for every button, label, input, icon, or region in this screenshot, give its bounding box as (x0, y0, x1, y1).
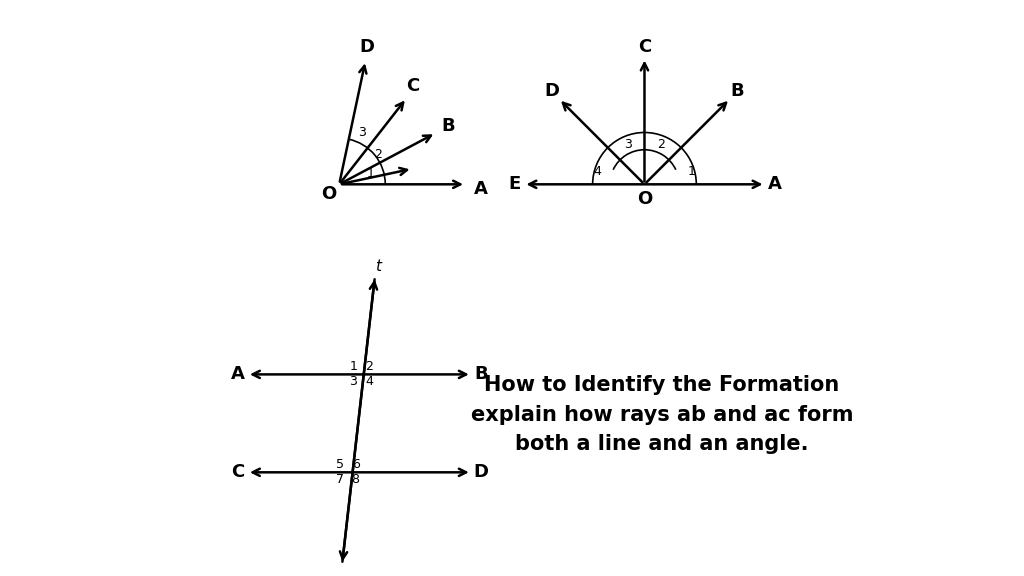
Text: 5: 5 (336, 458, 344, 471)
Text: 8: 8 (351, 473, 359, 486)
Text: D: D (473, 463, 488, 482)
Text: 6: 6 (351, 458, 359, 471)
Text: A: A (230, 365, 245, 384)
Text: 1: 1 (367, 168, 375, 180)
Text: D: D (544, 82, 559, 100)
Text: 1: 1 (349, 361, 357, 373)
Text: A: A (768, 175, 781, 194)
Text: 4: 4 (365, 376, 373, 388)
Text: C: C (231, 463, 245, 482)
Text: t: t (376, 259, 381, 274)
Text: 3: 3 (625, 138, 632, 150)
Text: 3: 3 (358, 126, 367, 139)
Text: A: A (474, 180, 487, 198)
Text: 7: 7 (336, 473, 344, 486)
Text: E: E (508, 175, 520, 194)
Text: B: B (730, 82, 744, 100)
Text: How to Identify the Formation
explain how rays ab and ac form
both a line and an: How to Identify the Formation explain ho… (470, 375, 853, 454)
Text: O: O (637, 190, 652, 209)
Text: D: D (359, 38, 374, 56)
Text: C: C (638, 38, 651, 56)
Text: 4: 4 (593, 165, 601, 178)
Text: B: B (441, 117, 455, 135)
Text: 1: 1 (688, 165, 695, 178)
Text: 3: 3 (349, 376, 357, 388)
Text: O: O (322, 184, 337, 203)
Text: C: C (407, 77, 420, 96)
Text: 2: 2 (375, 148, 382, 161)
Text: 2: 2 (365, 361, 373, 373)
Text: 2: 2 (656, 138, 665, 150)
Text: B: B (474, 365, 487, 384)
